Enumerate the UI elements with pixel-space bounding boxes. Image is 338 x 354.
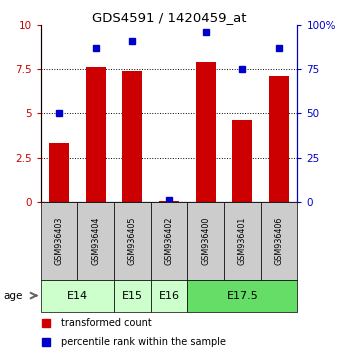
Text: E14: E14 [67,291,88,301]
Text: E15: E15 [122,291,143,301]
Text: transformed count: transformed count [61,318,152,329]
Bar [159,201,179,202]
Bar [232,120,252,202]
Bar [269,76,289,202]
Bar [49,143,69,202]
Bar [261,202,297,280]
Bar [122,71,142,202]
Bar [224,202,261,280]
Text: GSM936406: GSM936406 [274,217,284,265]
Bar [86,67,106,202]
Text: percentile rank within the sample: percentile rank within the sample [61,337,226,347]
Bar [187,280,297,312]
Text: GSM936405: GSM936405 [128,216,137,265]
Bar [187,202,224,280]
Bar [77,202,114,280]
Bar [114,280,151,312]
Bar [41,202,77,280]
Bar [114,202,151,280]
Text: GSM936402: GSM936402 [165,216,173,265]
Text: GSM936401: GSM936401 [238,217,247,265]
Text: GSM936404: GSM936404 [91,217,100,265]
Bar [196,62,216,202]
Text: age: age [3,291,23,301]
Text: GSM936403: GSM936403 [54,217,64,265]
Bar [41,280,114,312]
Text: GSM936400: GSM936400 [201,217,210,265]
Text: E17.5: E17.5 [226,291,258,301]
Text: E16: E16 [159,291,179,301]
Bar [151,202,187,280]
Title: GDS4591 / 1420459_at: GDS4591 / 1420459_at [92,11,246,24]
Bar [151,280,187,312]
